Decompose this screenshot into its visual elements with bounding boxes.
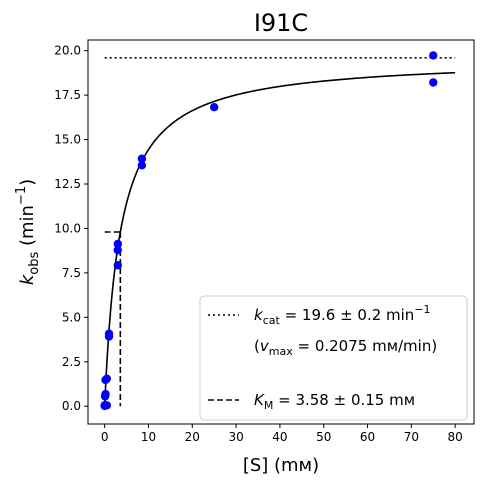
x-tick-label: 70 (404, 430, 419, 444)
data-point (113, 261, 122, 270)
chart-marks (100, 51, 456, 411)
legend-km-text: = 3.58 ± 0.15 mм (273, 391, 415, 409)
data-point (104, 329, 114, 338)
data-point (429, 78, 438, 87)
data-point (102, 374, 112, 383)
x-tick-label: 50 (316, 430, 331, 444)
legend-vmax-open: ( (254, 337, 260, 355)
legend-kcat-symbol: k (254, 306, 264, 324)
x-axis-label: [S] (mм) (243, 455, 319, 476)
axes-frame (87, 39, 475, 425)
legend-kcat-exponent: −1 (414, 303, 430, 316)
y-tick-label: 2.5 (62, 355, 81, 369)
legend-vmax-label: (vmax = 0.2075 mм/min) (254, 337, 437, 358)
x-tick-label: 40 (272, 430, 287, 444)
x-tick-label: 30 (228, 430, 243, 444)
y-tick-label: 17.5 (54, 88, 81, 102)
data-point (102, 401, 112, 410)
legend-km-symbol: K (254, 391, 265, 409)
data-point (113, 239, 122, 249)
legend-km-label: KM = 3.58 ± 0.15 mм (254, 391, 415, 412)
y-tick-label: 5.0 (62, 310, 81, 324)
legend-box (199, 295, 468, 421)
y-axis-label-subscript: obs (27, 252, 42, 275)
data-point (101, 389, 110, 399)
data-point (209, 103, 219, 112)
x-tick-label: 0 (101, 430, 109, 444)
y-tick-label: 20.0 (54, 44, 81, 58)
y-tick-label: 0.0 (62, 399, 81, 413)
legend-vmax-subscript: max (269, 345, 293, 358)
legend-kcat-subscript: cat (263, 314, 281, 327)
x-tick-label: 10 (141, 430, 156, 444)
data-point (137, 161, 147, 170)
legend: kcat = 19.6 ± 0.2 min−1 (vmax = 0.2075 m… (199, 295, 468, 421)
y-tick-label: 7.5 (62, 266, 81, 280)
data-point (429, 51, 438, 60)
x-tick-label: 60 (360, 430, 375, 444)
legend-kcat-text: = 19.6 ± 0.2 min (280, 306, 415, 324)
y-tick-label: 12.5 (54, 177, 81, 191)
x-tick-label: 80 (448, 430, 463, 444)
y-axis-label-exponent: −1 (14, 186, 29, 205)
y-tick-label: 10.0 (54, 221, 81, 235)
legend-vmax-symbol: v (260, 337, 270, 355)
legend-km-subscript: M (264, 399, 274, 412)
y-axis-label-unit: (min (17, 205, 38, 252)
y-axis-ticks: 0.0 2.5 5.0 7.5 10.0 12.5 15.0 17.5 20.0 (54, 44, 88, 413)
fit-curve (103, 71, 456, 407)
data-point (137, 154, 147, 163)
y-axis-label-symbol: k (17, 273, 38, 285)
x-axis-ticks: 0 10 20 30 40 50 60 70 80 (101, 424, 463, 444)
y-tick-label: 15.0 (54, 133, 81, 147)
legend-kcat-label: kcat = 19.6 ± 0.2 min−1 (254, 303, 431, 327)
chart-title: I91C (254, 9, 308, 37)
y-axis-label: kobs (min−1) (14, 179, 42, 285)
data-point (113, 245, 122, 255)
y-axis-label-close: ) (17, 179, 38, 186)
legend-vmax-text: = 0.2075 mм/min) (293, 337, 437, 355)
x-tick-label: 20 (185, 430, 200, 444)
